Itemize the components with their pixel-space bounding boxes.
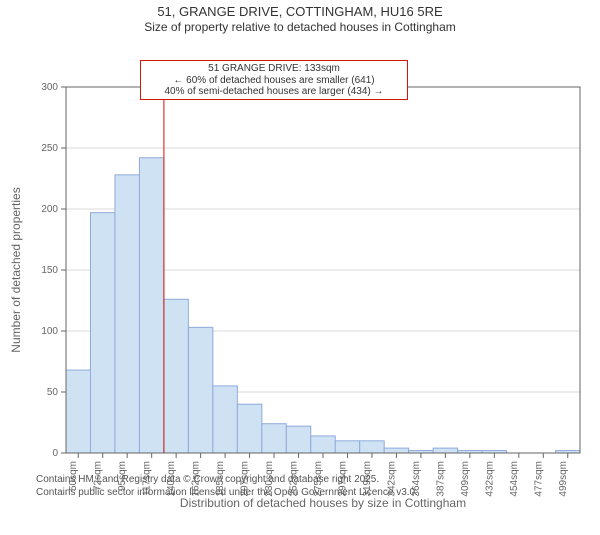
tick-label-y: 50 bbox=[47, 387, 59, 398]
callout-line: 51 GRANGE DRIVE: 133sqm bbox=[145, 63, 403, 75]
bar bbox=[433, 448, 457, 453]
footer-line: Contains HM Land Registry data © Crown c… bbox=[36, 474, 600, 487]
y-axis-label: Number of detached properties bbox=[9, 188, 23, 353]
bar bbox=[286, 426, 310, 453]
tick-label-y: 300 bbox=[41, 82, 58, 93]
bar bbox=[188, 328, 212, 454]
bar bbox=[360, 441, 384, 453]
chart-container: 51, GRANGE DRIVE, COTTINGHAM, HU16 5RE S… bbox=[0, 0, 600, 500]
tick-label-y: 200 bbox=[41, 204, 58, 215]
callout-line: 40% of semi-detached houses are larger (… bbox=[145, 86, 403, 98]
bar bbox=[164, 300, 188, 454]
bar bbox=[66, 370, 90, 453]
tick-label-y: 0 bbox=[52, 448, 58, 459]
tick-label-y: 150 bbox=[41, 265, 58, 276]
bar bbox=[335, 441, 359, 453]
tick-label-y: 100 bbox=[41, 326, 58, 337]
tick-label-y: 250 bbox=[41, 143, 58, 154]
callout-line: ← 60% of detached houses are smaller (64… bbox=[145, 75, 403, 87]
bar bbox=[213, 386, 237, 453]
bar bbox=[384, 448, 408, 453]
bar bbox=[311, 436, 335, 453]
chart-svg: 0 50 100 150 200 250 300 Number of detached pro… bbox=[0, 35, 600, 535]
chart-subtitle: Size of property relative to detached ho… bbox=[0, 20, 600, 35]
footer-line: Contains public sector information licen… bbox=[36, 487, 600, 500]
footer-attribution: Contains HM Land Registry data © Crown c… bbox=[36, 474, 600, 499]
marker-callout: 51 GRANGE DRIVE: 133sqm← 60% of detached… bbox=[140, 60, 408, 100]
chart-title: 51, GRANGE DRIVE, COTTINGHAM, HU16 5RE bbox=[0, 0, 600, 20]
bar bbox=[90, 213, 114, 453]
bar bbox=[237, 404, 261, 453]
bar bbox=[262, 424, 286, 453]
bar bbox=[139, 158, 163, 453]
bar bbox=[115, 175, 139, 453]
